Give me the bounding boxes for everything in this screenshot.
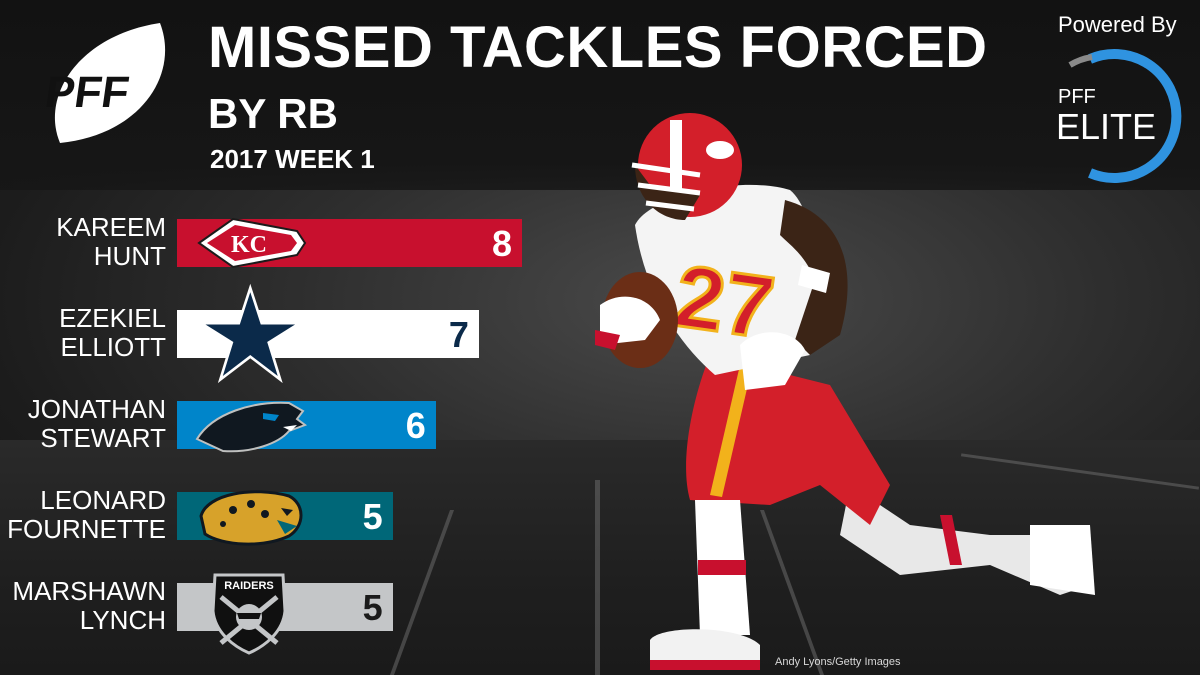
header-band: PFF MISSED TACKLES FORCED BY RB 2017 WEE…: [0, 0, 1200, 190]
chiefs-arrowhead-icon: KC: [197, 217, 307, 269]
powered-by-label: Powered By: [1058, 12, 1177, 37]
bar-value-label: 5: [362, 496, 383, 537]
svg-text:27: 27: [669, 246, 780, 358]
week-label: 2017 WEEK 1: [210, 144, 375, 174]
player-photo: 27: [595, 113, 1095, 670]
player-name-line: MARSHAWN: [12, 576, 166, 606]
player-name-line: ELLIOTT: [60, 332, 166, 362]
chart-subtitle: BY RB: [208, 90, 338, 137]
player-name-label: LEONARD FOURNETTE: [0, 486, 166, 544]
cowboys-star-icon: [196, 283, 305, 384]
player-name-line: HUNT: [93, 241, 166, 271]
bar-raiders: RAIDERS 5: [177, 573, 393, 655]
player-name-label: JONATHAN STEWART: [0, 395, 166, 453]
pff-logo-icon: PFF: [42, 23, 166, 143]
raiders-logo-text: RAIDERS: [224, 580, 274, 592]
bar-cowboys: 7: [177, 283, 479, 384]
elite-badge-main-text: ELITE: [1056, 106, 1157, 147]
bar-value-label: 7: [448, 314, 469, 355]
raiders-shield-icon: RAIDERS: [211, 573, 287, 655]
player-name-line: LEONARD: [40, 485, 166, 515]
photo-credit: Andy Lyons/Getty Images: [775, 656, 901, 668]
bar-jaguars: 5: [177, 490, 393, 546]
elite-badge-top-text: PFF: [1058, 86, 1096, 108]
player-name-label: EZEKIEL ELLIOTT: [0, 304, 166, 362]
bar-value-label: 5: [362, 587, 383, 628]
panthers-panther-icon: [195, 401, 308, 453]
bar-value-label: 6: [405, 405, 426, 446]
svg-text:KC: KC: [231, 232, 267, 258]
bar-value-label: 8: [491, 223, 512, 264]
pff-elite-badge-icon: [1068, 49, 1182, 183]
jaguars-jaguar-icon: [199, 490, 303, 546]
player-name-line: KAREEM: [56, 212, 166, 242]
player-name-label: MARSHAWN LYNCH: [0, 577, 166, 635]
player-name-line: STEWART: [40, 423, 166, 453]
pff-logo-text: PFF: [42, 68, 132, 117]
bar-chiefs: KC 8: [177, 217, 522, 269]
player-name-line: EZEKIEL: [59, 303, 166, 333]
bar-panthers: 6: [177, 401, 436, 453]
chart-title: MISSED TACKLES FORCED: [208, 15, 988, 80]
player-name-line: LYNCH: [79, 605, 166, 635]
player-name-label: KAREEM HUNT: [0, 213, 166, 271]
player-name-line: FOURNETTE: [7, 514, 166, 544]
player-name-line: JONATHAN: [27, 394, 166, 424]
